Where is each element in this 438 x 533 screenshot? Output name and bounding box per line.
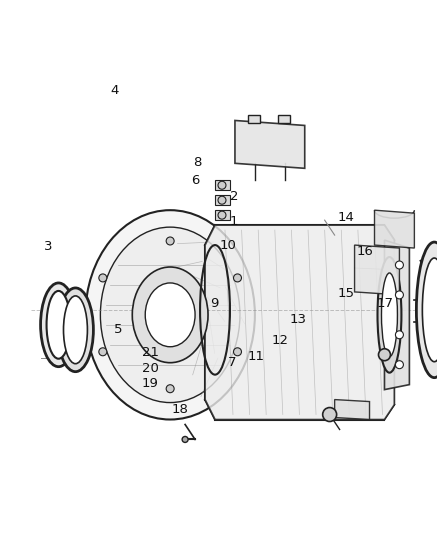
- Polygon shape: [215, 195, 230, 205]
- Circle shape: [182, 437, 188, 442]
- Text: 10: 10: [219, 239, 236, 252]
- Circle shape: [233, 348, 241, 356]
- Ellipse shape: [417, 242, 438, 378]
- Text: 6: 6: [191, 174, 199, 187]
- Polygon shape: [248, 116, 260, 124]
- Text: 2: 2: [230, 190, 239, 203]
- Polygon shape: [235, 120, 305, 168]
- Text: 11: 11: [247, 350, 265, 364]
- Ellipse shape: [85, 210, 255, 419]
- Polygon shape: [374, 210, 414, 248]
- Text: 4: 4: [110, 84, 118, 96]
- Text: 13: 13: [289, 313, 306, 326]
- Ellipse shape: [100, 227, 240, 402]
- Circle shape: [99, 274, 107, 282]
- Text: 16: 16: [357, 245, 374, 258]
- Circle shape: [166, 385, 174, 393]
- Ellipse shape: [378, 257, 401, 373]
- Ellipse shape: [145, 283, 195, 347]
- Polygon shape: [205, 225, 395, 419]
- Ellipse shape: [64, 296, 88, 364]
- Circle shape: [166, 237, 174, 245]
- Ellipse shape: [57, 288, 93, 372]
- Ellipse shape: [41, 283, 77, 367]
- Circle shape: [218, 181, 226, 189]
- Text: 18: 18: [171, 403, 188, 416]
- Circle shape: [99, 348, 107, 356]
- Circle shape: [218, 211, 226, 219]
- Text: 20: 20: [141, 362, 159, 375]
- Polygon shape: [385, 240, 410, 390]
- Polygon shape: [335, 400, 370, 419]
- Circle shape: [323, 408, 337, 422]
- Text: 15: 15: [337, 287, 354, 300]
- Text: 8: 8: [193, 156, 201, 169]
- Ellipse shape: [381, 273, 397, 357]
- Circle shape: [233, 274, 241, 282]
- Text: 9: 9: [210, 297, 219, 310]
- Circle shape: [396, 331, 403, 339]
- Polygon shape: [278, 116, 290, 124]
- Text: 21: 21: [141, 346, 159, 359]
- Text: 7: 7: [228, 356, 237, 369]
- Ellipse shape: [422, 258, 438, 362]
- Text: 14: 14: [337, 211, 354, 224]
- Circle shape: [218, 196, 226, 204]
- Text: 19: 19: [141, 377, 159, 390]
- Ellipse shape: [46, 291, 71, 359]
- Polygon shape: [215, 180, 230, 190]
- Polygon shape: [355, 245, 399, 295]
- Circle shape: [396, 291, 403, 299]
- Circle shape: [396, 361, 403, 369]
- Polygon shape: [215, 210, 230, 220]
- Ellipse shape: [430, 246, 438, 376]
- Circle shape: [396, 261, 403, 269]
- Text: 5: 5: [114, 322, 123, 336]
- Text: 1: 1: [230, 215, 239, 228]
- Ellipse shape: [132, 267, 208, 362]
- Text: 3: 3: [44, 240, 52, 253]
- Circle shape: [378, 349, 390, 361]
- Text: 12: 12: [272, 334, 289, 348]
- Text: 17: 17: [376, 297, 393, 310]
